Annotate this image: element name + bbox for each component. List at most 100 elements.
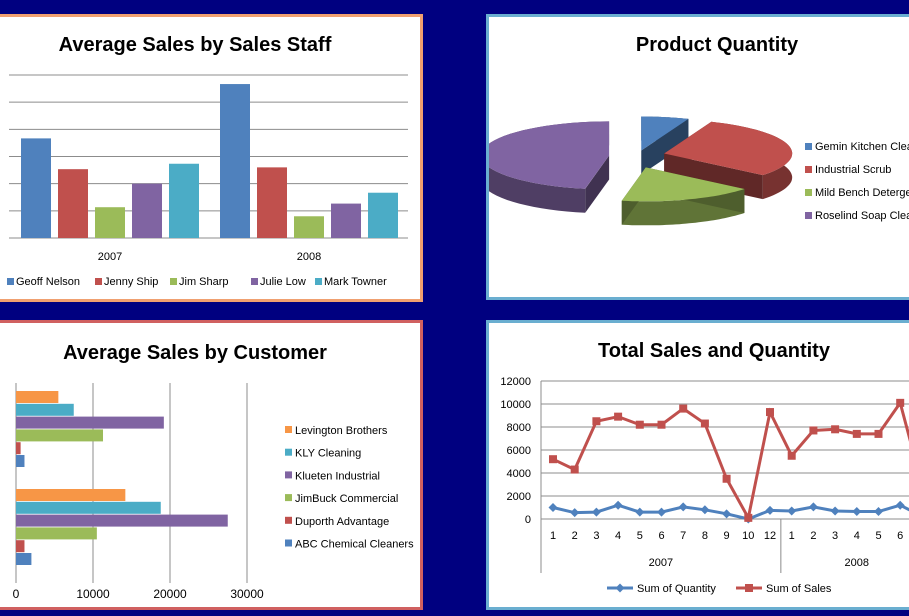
data-point [852,507,862,517]
pie-slice-wall [641,118,689,175]
bar [16,403,74,416]
legend-swatch [805,166,812,173]
customer-sales-chart: Average Sales by Customer 0 10000 20000 300… [13,342,414,601]
data-point [787,506,797,516]
bar [16,553,32,565]
tick-label: 10 [742,530,754,542]
data-point [635,507,645,517]
legend-label: Gemin Kitchen Clea [815,141,909,153]
legend-marker [615,583,625,593]
legend-label: Klueten Industrial [295,470,380,482]
bar [16,514,228,527]
legend-label: Geoff Nelson [16,276,80,288]
bar [16,442,21,455]
bar [169,163,199,238]
data-point [549,455,557,464]
tick-label: 4 [615,530,621,542]
bar [16,391,59,403]
data-point [765,505,775,515]
tick-label: 10000 [500,399,531,411]
legend-swatch [285,539,292,547]
legend-marker [745,584,753,592]
data-point [766,408,774,417]
legend-label: Mild Bench Deterge [815,187,909,199]
legend-swatch [315,278,322,285]
category-label: 2007 [98,251,122,263]
data-point [722,509,732,519]
bar [220,84,250,238]
tick-label: 9 [724,530,730,542]
data-point [852,429,861,438]
bar [16,489,126,501]
tick-label: 8 [702,530,708,542]
data-point [744,513,753,522]
data-point [657,420,666,429]
legend-swatch [805,189,812,196]
tick-label: 3 [593,530,599,542]
pie-slice [489,121,610,189]
data-point [787,451,796,460]
customer-sales-chart-panel: Average Sales by Customer 0 10000 20000 300… [0,320,423,610]
tick-label: 6000 [507,445,531,457]
legend-swatch [285,516,292,524]
legend-label: Julie Low [260,276,306,288]
group-label: 2008 [845,557,869,569]
legend-swatch [285,494,292,502]
legend-label: Sum of Sales [766,583,832,595]
pie-slice-wall [585,155,610,213]
tick-label: 6 [897,530,903,542]
legend-swatch [805,212,812,219]
tick-label: 7 [680,530,686,542]
tick-label: 3 [832,530,838,542]
tick-label: 1 [789,530,795,542]
tick-label: 2 [810,530,816,542]
data-point [635,420,644,429]
bar [16,501,161,514]
tick-label: 4000 [507,468,531,480]
legend-swatch [805,143,812,150]
data-point [613,500,623,510]
bar [58,169,88,238]
sales-staff-chart-panel: Average Sales by Sales Staff 2007 2008 Geo… [0,14,423,302]
group-label: 2007 [649,557,673,569]
tick-label: 30000 [230,587,264,601]
tick-label: 0 [525,514,531,526]
legend-swatch [7,278,14,285]
legend-swatch [285,471,292,479]
tick-label: 6 [658,530,664,542]
data-point [895,500,905,510]
legend-label: Duporth Advantage [295,516,389,528]
data-point [809,426,818,435]
legend-swatch [95,278,102,285]
data-point [679,404,688,413]
data-point [657,507,666,517]
chart-title: Average Sales by Sales Staff [59,34,332,56]
data-point [874,429,883,438]
data-point [614,412,623,421]
data-point [570,508,580,518]
bar [16,416,164,429]
bar [132,183,162,238]
data-point [700,419,709,428]
product-quantity-chart-panel: Product Quantity Gemin Kitchen Clea Indus… [486,14,909,300]
series-line [552,399,909,523]
legend-label: Jim Sharp [179,276,229,288]
pie-slice [641,116,689,151]
tick-label: 0 [13,587,20,601]
tick-label: 5 [637,530,643,542]
legend-label: JimBuck Commercial [295,493,398,505]
tick-label: 10000 [76,587,110,601]
chart-title: Product Quantity [636,34,799,56]
data-point [548,503,558,512]
legend-label: ABC Chemical Cleaners [295,539,414,551]
tick-label: 20000 [153,587,187,601]
data-point [722,474,731,483]
bar [257,167,287,238]
legend-label: Sum of Quantity [637,583,716,595]
tick-label: 8000 [507,422,531,434]
bar [16,429,104,442]
chart-title: Total Sales and Quantity [598,340,831,362]
data-point [570,465,579,474]
legend-label: Levington Brothers [295,425,388,437]
data-point [808,502,818,512]
